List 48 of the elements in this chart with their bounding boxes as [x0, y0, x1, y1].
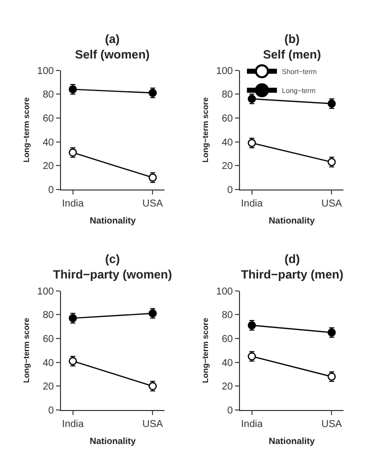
x-axis-title: Nationality — [90, 436, 136, 446]
y-tick-label: 60 — [222, 113, 234, 124]
chart-title: (b) — [284, 32, 300, 46]
y-tick-label: 60 — [42, 334, 54, 345]
y-tick-label: 100 — [37, 286, 54, 298]
y-tick-label: 40 — [222, 358, 234, 369]
y-tick-label: 0 — [48, 185, 54, 196]
chart-subtitle: Self (women) — [75, 48, 150, 62]
x-tick-label: USA — [321, 419, 342, 430]
chart-subtitle: Self (men) — [263, 48, 322, 62]
y-tick-label: 60 — [222, 334, 234, 345]
x-axis-title: Nationality — [268, 215, 315, 226]
y-tick-label: 80 — [42, 310, 54, 322]
y-axis-title: Long−term score — [22, 317, 31, 383]
y-tick-label: 80 — [42, 90, 54, 101]
chart-subtitle: Third−party (women) — [53, 268, 172, 282]
y-tick-label: 80 — [222, 90, 234, 101]
x-tick-label: India — [62, 419, 84, 430]
x-tick-label: USA — [142, 419, 164, 430]
y-tick-label: 0 — [227, 185, 234, 196]
y-tick-label: 20 — [222, 161, 234, 172]
chart-title: (c) — [105, 252, 120, 266]
y-tick-label: 40 — [42, 358, 54, 369]
x-axis-title: Nationality — [268, 436, 315, 446]
y-axis-title: Long−term score — [200, 317, 210, 383]
y-tick-label: 40 — [222, 137, 234, 148]
y-tick-label: 0 — [48, 406, 54, 416]
y-tick-label: 100 — [216, 286, 234, 298]
y-tick-label: 100 — [37, 66, 54, 77]
y-tick-label: 20 — [42, 382, 54, 393]
y-tick-label: 60 — [42, 113, 54, 124]
x-tick-label: USA — [142, 198, 164, 210]
y-tick-label: 100 — [216, 66, 234, 77]
y-tick-label: 0 — [227, 406, 234, 416]
x-tick-label: India — [240, 419, 264, 430]
y-axis-title: Long−term score — [200, 96, 210, 162]
y-axis-title: Long−term score — [22, 96, 31, 162]
chart-subtitle: Third−party (men) — [241, 268, 344, 282]
x-tick-label: USA — [321, 198, 342, 210]
x-tick-label: India — [62, 198, 84, 210]
y-tick-label: 20 — [42, 161, 54, 172]
x-axis-title: Nationality — [90, 215, 136, 226]
y-tick-label: 20 — [222, 382, 234, 393]
y-tick-label: 80 — [222, 310, 234, 322]
x-tick-label: India — [240, 198, 264, 210]
y-tick-label: 40 — [42, 137, 54, 148]
chart-title: (d) — [284, 252, 300, 266]
chart-title: (a) — [105, 32, 120, 46]
